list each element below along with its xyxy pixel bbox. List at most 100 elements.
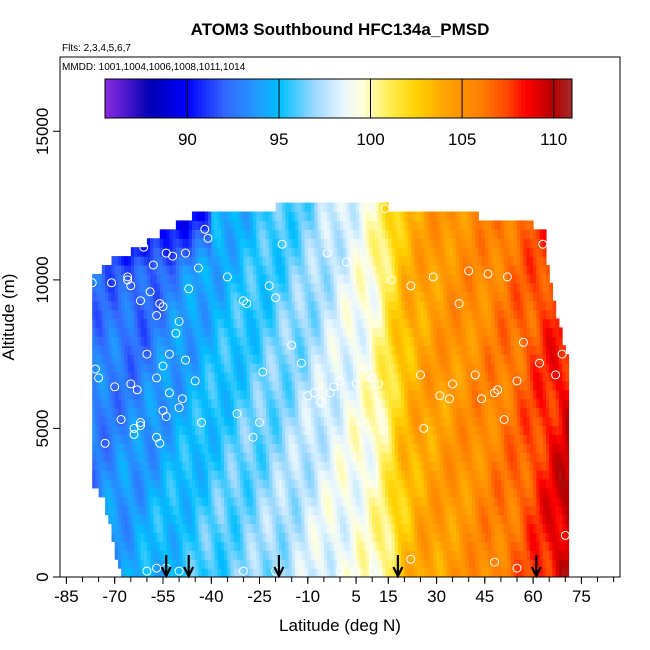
heatmap-cell bbox=[336, 416, 341, 427]
heatmap-cell bbox=[439, 247, 444, 257]
heatmap-cell bbox=[423, 398, 428, 409]
heatmap-cell bbox=[211, 478, 216, 489]
heatmap-cell bbox=[294, 247, 299, 257]
heatmap-cell bbox=[130, 256, 135, 266]
heatmap-cell bbox=[372, 247, 376, 257]
heatmap-cell bbox=[208, 496, 212, 507]
heatmap-cell bbox=[426, 470, 431, 480]
heatmap-cell bbox=[459, 568, 463, 577]
heatmap-cell bbox=[117, 300, 122, 311]
heatmap-cell bbox=[304, 478, 309, 489]
heatmap-cell bbox=[301, 309, 306, 320]
heatmap-cell bbox=[401, 336, 405, 346]
heatmap-cell bbox=[455, 256, 460, 266]
heatmap-cell bbox=[323, 416, 328, 427]
heatmap-cell bbox=[468, 514, 473, 525]
heatmap-cell bbox=[298, 309, 302, 320]
heatmap-cell bbox=[439, 496, 444, 507]
heatmap-cell bbox=[298, 380, 302, 391]
heatmap-cell bbox=[172, 256, 177, 266]
heatmap-cell bbox=[314, 202, 319, 213]
heatmap-cell bbox=[304, 496, 309, 507]
heatmap-cell bbox=[468, 291, 473, 302]
heatmap-cell bbox=[465, 229, 470, 239]
heatmap-cell bbox=[143, 363, 148, 373]
heatmap-cell bbox=[211, 229, 216, 239]
heatmap-cell bbox=[301, 487, 306, 498]
heatmap-cell bbox=[420, 380, 425, 391]
heatmap-cell bbox=[468, 273, 473, 284]
heatmap-cell bbox=[156, 363, 161, 373]
heatmap-cell bbox=[385, 532, 389, 542]
heatmap-cell bbox=[401, 256, 405, 266]
heatmap-cell bbox=[414, 541, 418, 551]
heatmap-cell bbox=[294, 505, 299, 516]
heatmap-cell bbox=[365, 523, 370, 534]
heatmap-cell bbox=[217, 318, 222, 328]
heatmap-cell bbox=[462, 452, 467, 462]
heatmap-cell bbox=[336, 354, 341, 364]
heatmap-cell bbox=[240, 461, 245, 471]
heatmap-cell bbox=[349, 309, 354, 320]
heatmap-cell bbox=[433, 282, 438, 293]
heatmap-cell bbox=[256, 220, 261, 230]
heatmap-cell bbox=[134, 523, 138, 534]
heatmap-cell bbox=[169, 559, 174, 569]
heatmap-cell bbox=[423, 247, 428, 257]
heatmap-cell bbox=[182, 265, 187, 275]
heatmap-cell bbox=[372, 291, 376, 302]
heatmap-cell bbox=[240, 282, 245, 293]
heatmap-cell bbox=[166, 354, 171, 364]
heatmap-cell bbox=[410, 443, 415, 453]
heatmap-cell bbox=[249, 461, 254, 471]
heatmap-cell bbox=[146, 496, 151, 507]
heatmap-cell bbox=[452, 220, 457, 230]
heatmap-cell bbox=[488, 380, 492, 391]
heatmap-cell bbox=[191, 487, 196, 498]
heatmap-cell bbox=[211, 389, 216, 400]
heatmap-cell bbox=[98, 389, 103, 400]
heatmap-cell bbox=[388, 487, 393, 498]
heatmap-cell bbox=[311, 345, 315, 355]
heatmap-cell bbox=[282, 523, 286, 534]
heatmap-cell bbox=[204, 532, 209, 542]
heatmap-cell bbox=[285, 532, 290, 542]
heatmap-cell bbox=[143, 487, 148, 498]
heatmap-cell bbox=[327, 202, 331, 213]
heatmap-cell bbox=[217, 229, 222, 239]
heatmap-cell bbox=[340, 354, 344, 364]
heatmap-cell bbox=[378, 309, 383, 320]
heatmap-cell bbox=[491, 265, 496, 275]
heatmap-cell bbox=[423, 256, 428, 266]
heatmap-cell bbox=[391, 300, 396, 311]
heatmap-cell bbox=[137, 568, 142, 577]
heatmap-cell bbox=[394, 247, 399, 257]
heatmap-cell bbox=[291, 550, 296, 560]
heatmap-cell bbox=[124, 452, 129, 462]
heatmap-cell bbox=[233, 461, 238, 471]
heatmap-cell bbox=[372, 238, 376, 248]
heatmap-cell bbox=[150, 487, 154, 498]
heatmap-cell bbox=[442, 505, 447, 516]
heatmap-cell bbox=[439, 478, 444, 489]
heatmap-cell bbox=[365, 327, 370, 337]
heatmap-cell bbox=[301, 282, 306, 293]
heatmap-cell bbox=[362, 559, 367, 569]
heatmap-cell bbox=[426, 336, 431, 346]
heatmap-cell bbox=[298, 523, 302, 534]
heatmap-cell bbox=[195, 478, 199, 489]
heatmap-cell bbox=[439, 452, 444, 462]
heatmap-cell bbox=[143, 407, 148, 418]
heatmap-cell bbox=[259, 523, 264, 534]
heatmap-cell bbox=[291, 345, 296, 355]
heatmap-cell bbox=[359, 398, 364, 409]
heatmap-cell bbox=[233, 291, 238, 302]
heatmap-cell bbox=[243, 470, 248, 480]
heatmap-cell bbox=[388, 398, 393, 409]
heatmap-cell bbox=[224, 247, 228, 257]
heatmap-cell bbox=[256, 478, 261, 489]
heatmap-cell bbox=[269, 291, 274, 302]
heatmap-cell bbox=[314, 425, 319, 435]
heatmap-cell bbox=[311, 354, 315, 364]
heatmap-cell bbox=[465, 568, 470, 577]
